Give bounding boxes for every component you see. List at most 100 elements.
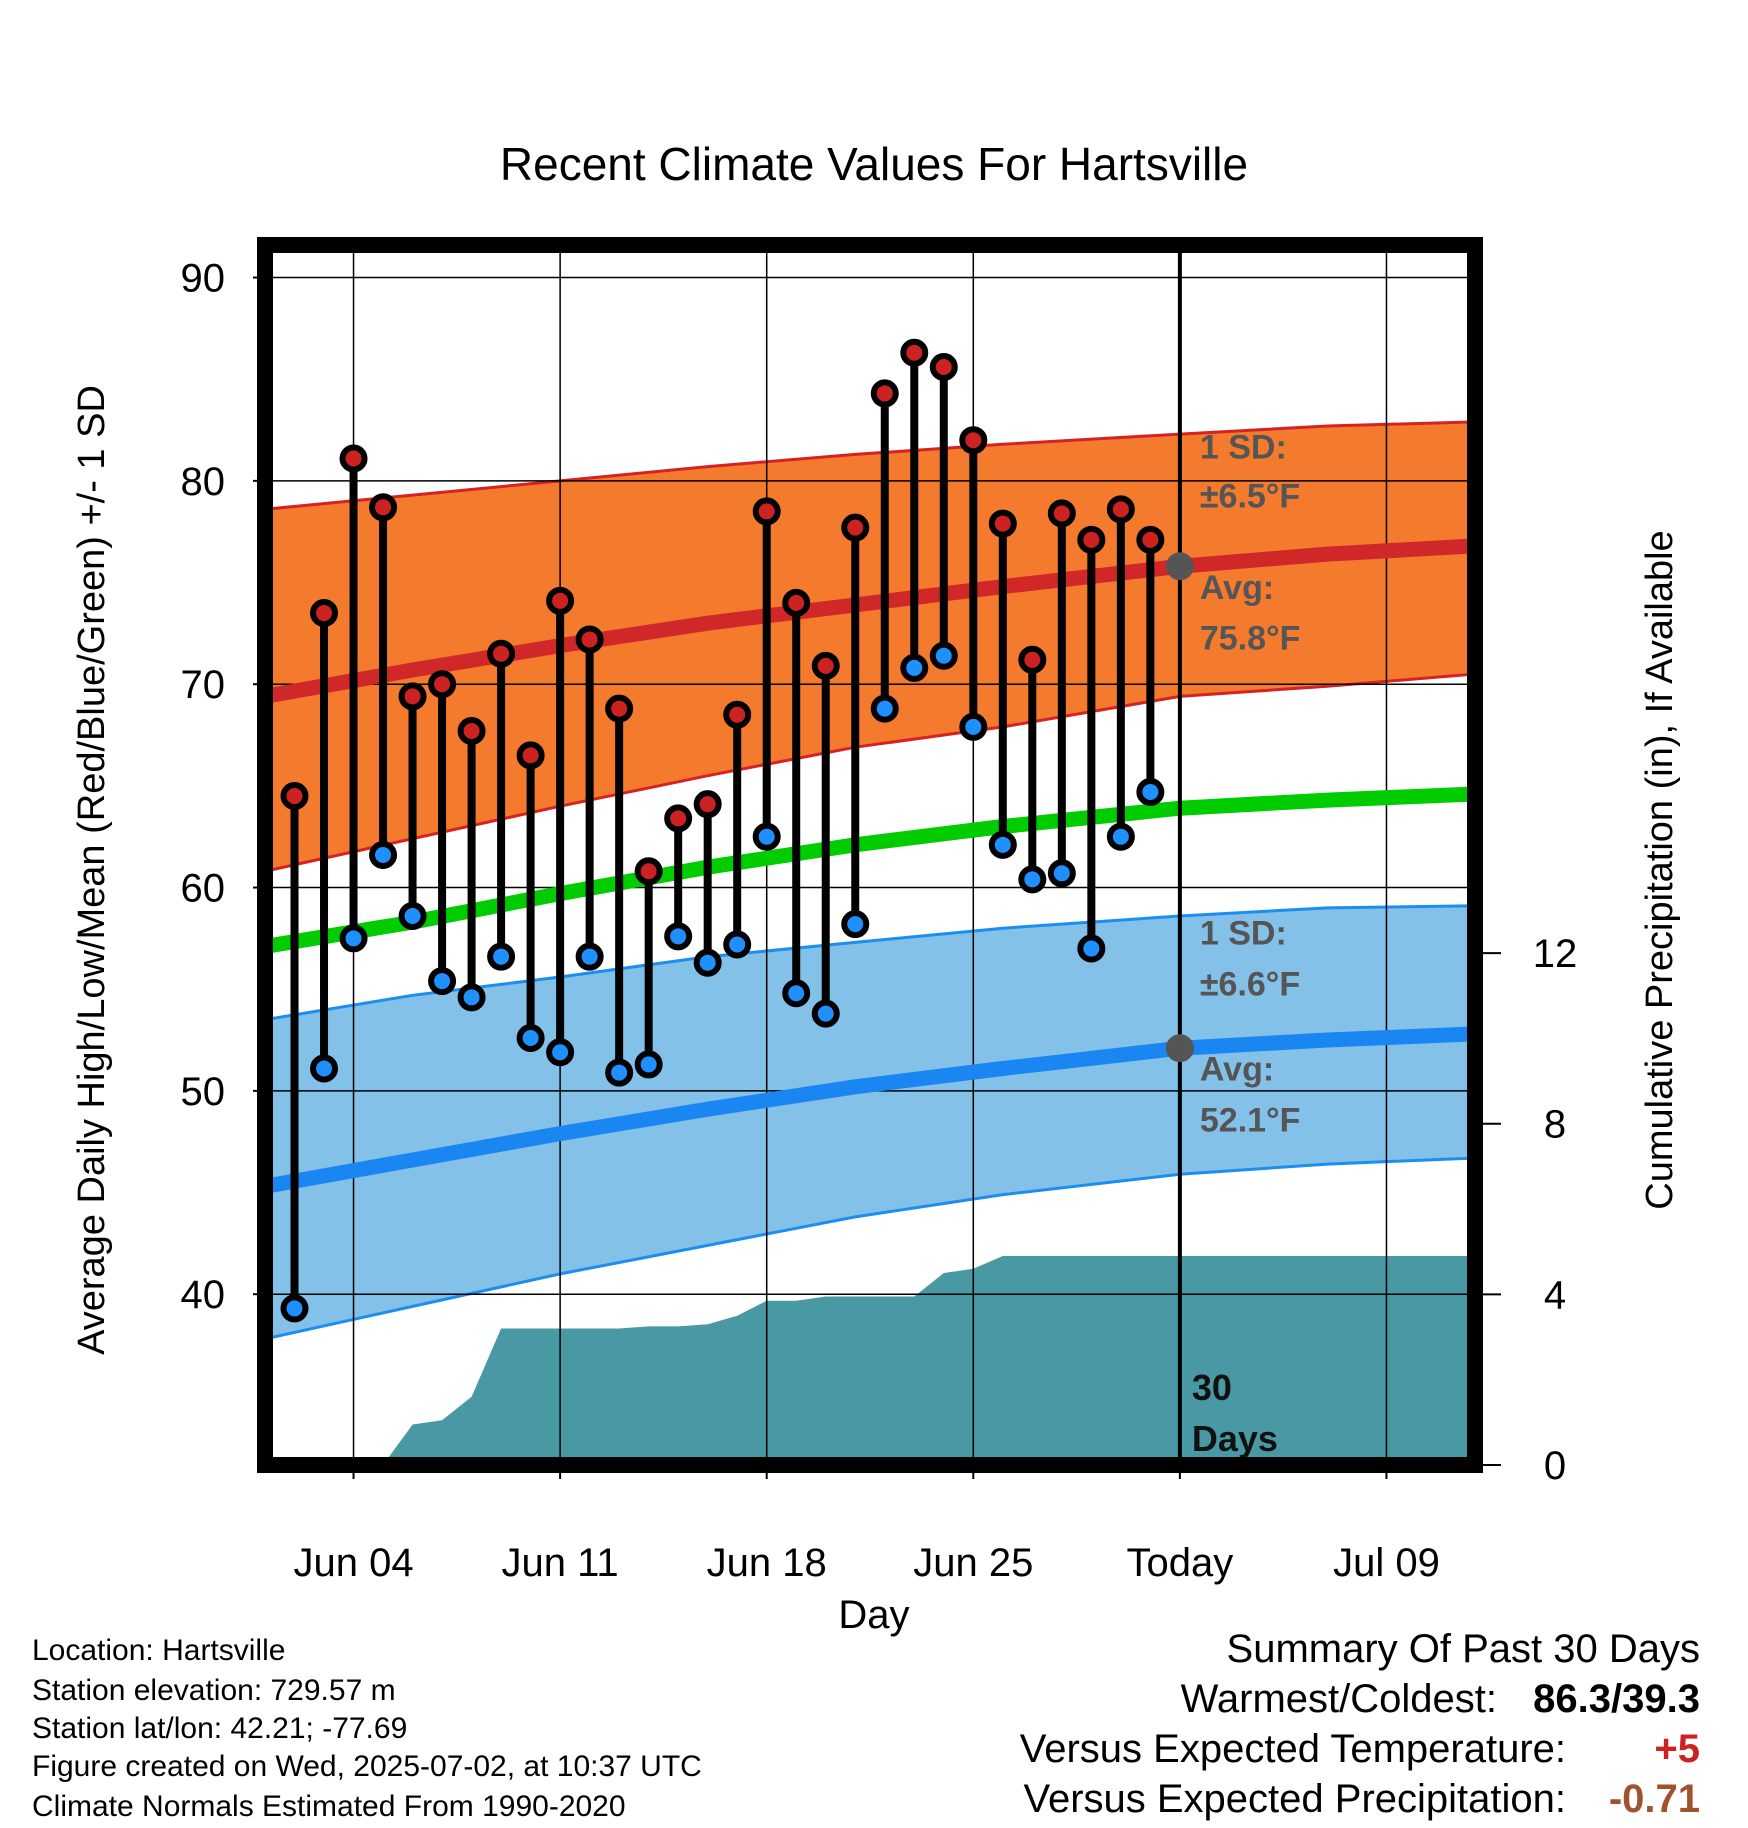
y2-tick-label: 8 [1544, 1103, 1566, 1147]
low-temp-point [988, 830, 1017, 859]
summary-panel: Summary Of Past 30 Days Warmest/Coldest:… [1020, 1627, 1700, 1821]
low-temp-point [1018, 865, 1047, 894]
x-tick-label: Jun 11 [502, 1541, 619, 1585]
today-days-number: 30 [1192, 1367, 1232, 1408]
x-tick-label: Jun 04 [293, 1541, 413, 1585]
low-temp-point [811, 999, 840, 1028]
y-tick-label: 80 [181, 460, 226, 504]
summary-title: Summary Of Past 30 Days [1227, 1627, 1700, 1671]
high-temp-point [664, 804, 693, 833]
high-temp-point [398, 682, 427, 711]
y-axis-label: Average Daily High/Low/Mean (Red/Blue/Gr… [71, 385, 113, 1355]
low-temp-point [1047, 859, 1076, 888]
y2-tick-label: 4 [1544, 1273, 1566, 1317]
high-sd-label: 1 SD: [1200, 429, 1287, 467]
high-temp-point [1018, 645, 1047, 674]
footer-elevation: Station elevation: 729.57 m [32, 1674, 396, 1707]
high-temp-point [841, 513, 870, 542]
high-temp-point [870, 379, 899, 408]
x-axis-label: Day [838, 1593, 909, 1637]
low-temp-point [428, 967, 457, 996]
high-temp-point [487, 639, 516, 668]
high-temp-point [1047, 499, 1076, 528]
low-temp-point [900, 653, 929, 682]
high-temp-point [723, 700, 752, 729]
summary-precip-label: Versus Expected Precipitation: [1023, 1777, 1566, 1821]
plot-frame [257, 237, 1483, 1473]
low-temp-point [280, 1294, 309, 1323]
low-temp-point [664, 922, 693, 951]
low-temp-point [870, 694, 899, 723]
low-temp-point [1106, 822, 1135, 851]
footer-info: Location: Hartsville Station elevation: … [32, 1634, 702, 1823]
high-temp-point [811, 651, 840, 680]
high-temp-point [988, 509, 1017, 538]
low-sd-lower-line [265, 1156, 1475, 1341]
high-temp-point [1136, 525, 1165, 554]
high-temp-point [575, 625, 604, 654]
high-sd-value: ±6.5°F [1200, 477, 1300, 515]
chart-title: Recent Climate Values For Hartsville [500, 138, 1248, 190]
high-temp-point [693, 790, 722, 819]
low-temp-point [575, 942, 604, 971]
low-avg-value: 52.1°F [1200, 1102, 1301, 1140]
high-avg-label: Avg: [1200, 569, 1274, 607]
low-temp-point [723, 930, 752, 959]
low-temp-point [457, 983, 486, 1012]
low-temp-point [959, 712, 988, 741]
high-temp-point [605, 694, 634, 723]
low-temp-point [546, 1038, 575, 1067]
low-temp-point [398, 902, 427, 930]
high-avg-today-marker [1165, 552, 1194, 581]
y-tick-label: 50 [181, 1070, 226, 1114]
summary-warm-cold-label: Warmest/Coldest: [1181, 1677, 1497, 1721]
plot-inner [265, 245, 1475, 1465]
x-tick-label: Jun 25 [913, 1541, 1033, 1585]
high-temp-point [634, 857, 663, 886]
high-sd-band [265, 421, 1475, 872]
high-temp-point [310, 599, 339, 628]
y-tick-label: 90 [181, 257, 226, 301]
low-temp-point [487, 942, 516, 971]
y-tick-label: 70 [181, 663, 226, 707]
low-temp-point [782, 979, 811, 1008]
x-tick-label: Jul 09 [1333, 1541, 1440, 1585]
summary-temp-value: +5 [1654, 1727, 1700, 1771]
low-avg-line [265, 1026, 1475, 1194]
high-temp-point [280, 782, 309, 811]
high-sd-upper-line [265, 420, 1475, 511]
low-temp-point [1136, 777, 1165, 806]
today-days-word: Days [1192, 1418, 1278, 1459]
low-temp-point [516, 1024, 545, 1052]
low-temp-point [929, 641, 958, 670]
low-avg-label: Avg: [1200, 1051, 1274, 1089]
low-temp-point [1077, 934, 1106, 963]
low-temp-point [605, 1058, 634, 1087]
footer-location: Location: Hartsville [32, 1634, 285, 1667]
plot-area: 1 SD: ±6.5°F Avg: 75.8°F 1 SD: ±6.6°F Avg: 52.1… [181, 237, 1578, 1585]
high-temp-point [516, 741, 545, 770]
low-temp-point [339, 924, 368, 953]
x-tick-label: Today [1127, 1541, 1234, 1585]
high-avg-value: 75.8°F [1200, 620, 1301, 658]
low-temp-point [693, 948, 722, 977]
low-avg-today-marker [1165, 1034, 1194, 1063]
high-temp-point [428, 670, 457, 699]
low-temp-point [841, 910, 870, 939]
low-temp-point [310, 1054, 339, 1083]
y2-tick-label: 12 [1533, 932, 1578, 976]
high-temp-point [752, 497, 781, 526]
summary-precip-value: -0.71 [1609, 1777, 1700, 1821]
low-sd-band [265, 905, 1475, 1339]
summary-warm-cold-value: 86.3/39.3 [1533, 1677, 1700, 1721]
footer-normals: Climate Normals Estimated From 1990-2020 [32, 1790, 626, 1823]
precip-area [383, 1256, 1475, 1465]
high-temp-point [900, 338, 929, 367]
high-temp-point [457, 716, 486, 745]
summary-temp-label: Versus Expected Temperature: [1020, 1727, 1566, 1771]
high-temp-point [959, 426, 988, 455]
low-temp-point [634, 1050, 663, 1079]
footer-created: Figure created on Wed, 2025-07-02, at 10… [32, 1750, 702, 1783]
y2-axis-label: Cumulative Precipitation (in), If Availa… [1639, 530, 1681, 1209]
